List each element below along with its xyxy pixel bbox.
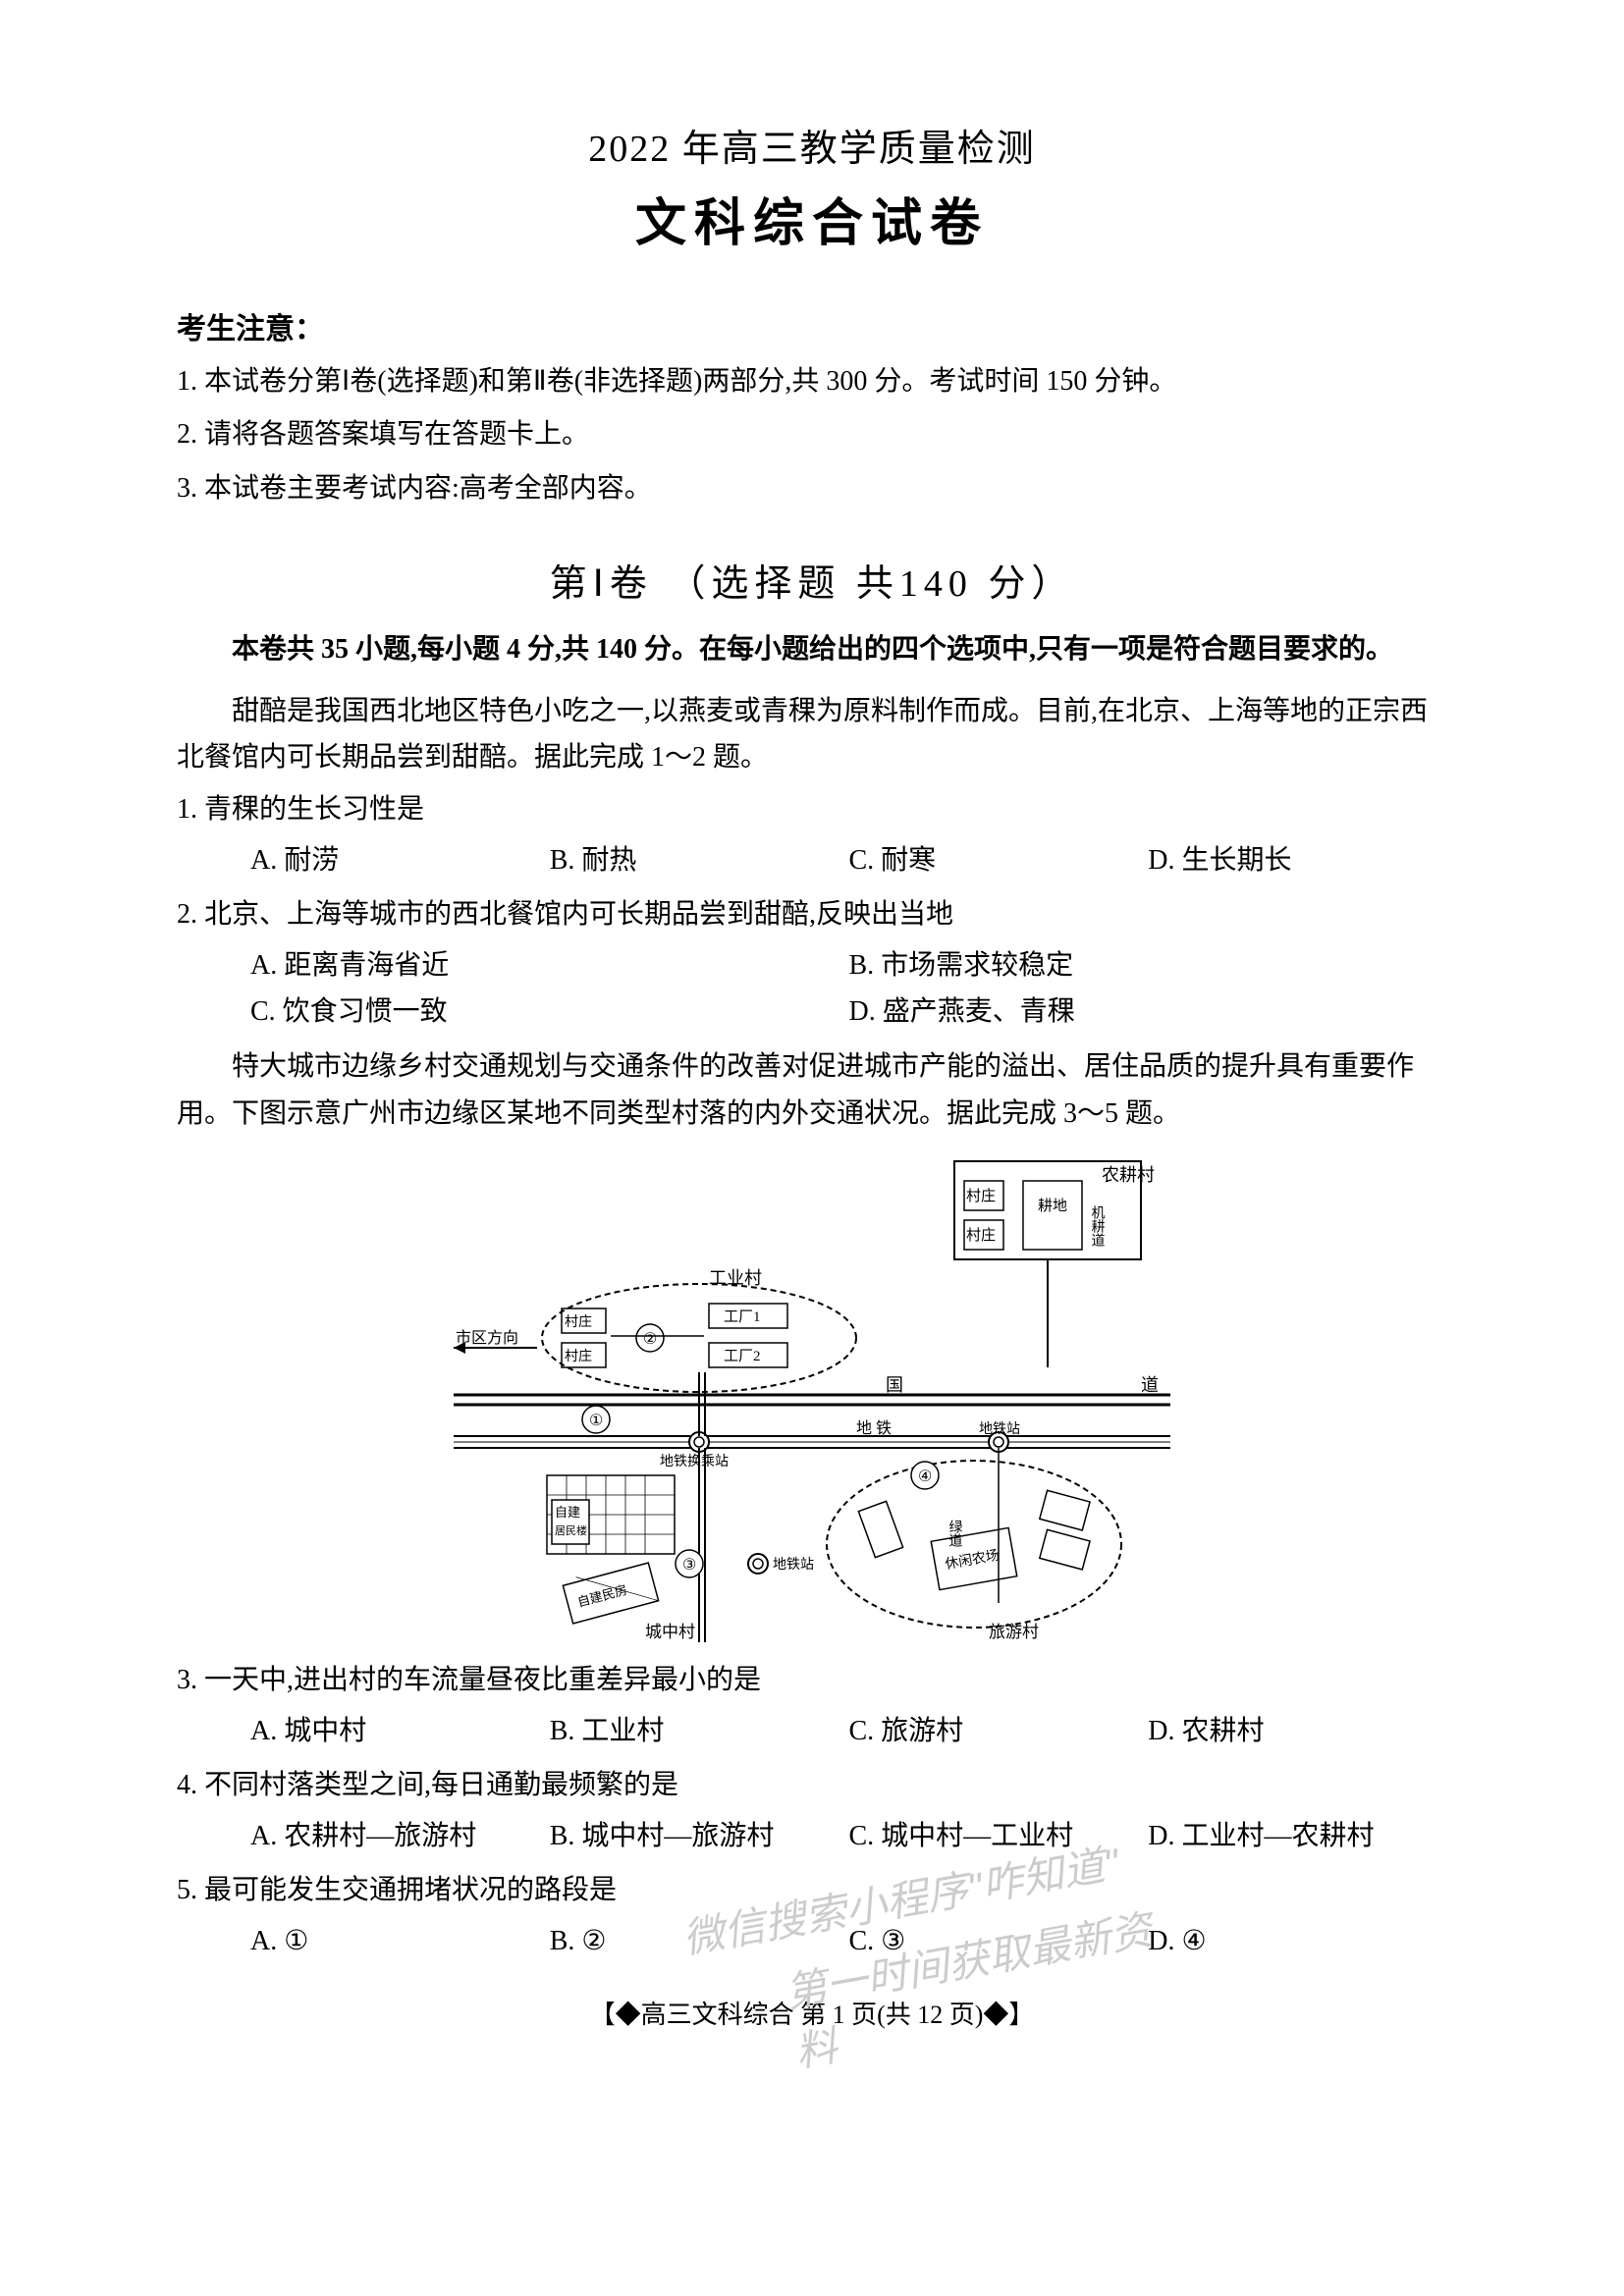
svg-text:工厂2: 工厂2: [724, 1349, 761, 1364]
question-5: 5. 最可能发生交通拥堵状况的路段是: [177, 1867, 1447, 1914]
svg-text:村庄: 村庄: [565, 1348, 592, 1364]
option-a: A. ①: [250, 1918, 550, 1965]
option-c: C. 城中村—工业村: [849, 1813, 1149, 1860]
question-3: 3. 一天中,进出村的车流量昼夜比重差异最小的是: [177, 1657, 1447, 1704]
option-b: B. 耐热: [550, 837, 849, 884]
option-a: A. 城中村: [250, 1708, 550, 1755]
svg-text:地铁换乘站: 地铁换乘站: [660, 1453, 729, 1469]
svg-text:道: 道: [1141, 1375, 1159, 1395]
option-b: B. 城中村—旅游村: [550, 1813, 849, 1860]
svg-text:耕地: 耕地: [1038, 1197, 1067, 1214]
svg-text:村庄: 村庄: [966, 1226, 996, 1244]
option-b: B. 市场需求较稳定: [849, 942, 1448, 989]
svg-text:①: ①: [589, 1413, 603, 1429]
svg-text:国: 国: [886, 1375, 903, 1395]
question-4-options: A. 农耕村—旅游村 B. 城中村—旅游村 C. 城中村—工业村 D. 工业村—…: [177, 1813, 1447, 1860]
notice-item: 3. 本试卷主要考试内容:高考全部内容。: [177, 464, 1447, 513]
svg-text:机耕道: 机耕道: [1090, 1205, 1106, 1248]
option-b: B. 工业村: [550, 1708, 849, 1755]
notice-item: 2. 请将各题答案填写在答题卡上。: [177, 410, 1447, 459]
svg-text:自建民房: 自建民房: [575, 1582, 628, 1610]
notice-heading: 考生注意：: [177, 304, 1447, 347]
svg-text:地铁站: 地铁站: [979, 1421, 1020, 1437]
question-1: 1. 青稞的生长习性是: [177, 786, 1447, 833]
option-d: D. 盛产燕麦、青稞: [849, 988, 1448, 1036]
option-d: D. 工业村—农耕村: [1148, 1813, 1447, 1860]
svg-text:地铁站: 地铁站: [773, 1557, 814, 1573]
page-title: 文科综合试卷: [177, 182, 1447, 255]
section-title: 第Ⅰ卷 （选择题 共140 分）: [177, 553, 1447, 607]
question-3-options: A. 城中村 B. 工业村 C. 旅游村 D. 农耕村: [177, 1708, 1447, 1755]
question-1-options: A. 耐涝 B. 耐热 C. 耐寒 D. 生长期长: [177, 837, 1447, 884]
svg-text:③: ③: [682, 1557, 696, 1574]
passage-2: 特大城市边缘乡村交通规划与交通条件的改善对促进城市产能的溢出、居住品质的提升具有…: [177, 1043, 1447, 1137]
diagram-svg: 农耕村 村庄 村庄 耕地 机耕道 工业村 村庄 村庄 工厂1 工厂2 ② 市区方…: [454, 1151, 1170, 1642]
svg-text:④: ④: [918, 1468, 932, 1485]
svg-text:村庄: 村庄: [966, 1187, 996, 1204]
svg-text:居民楼: 居民楼: [555, 1523, 587, 1537]
option-a: A. 耐涝: [250, 837, 550, 884]
option-c: C. 耐寒: [849, 837, 1149, 884]
question-2: 2. 北京、上海等城市的西北餐馆内可长期品尝到甜醅,反映出当地: [177, 891, 1447, 938]
page-footer: 【◆高三文科综合 第 1 页(共 12 页)◆】: [177, 1995, 1447, 2031]
svg-text:②: ②: [643, 1331, 657, 1348]
section-intro: 本卷共 35 小题,每小题 4 分,共 140 分。在每小题给出的四个选项中,只…: [177, 626, 1447, 673]
svg-text:地 铁: 地 铁: [856, 1419, 892, 1437]
traffic-diagram: 微信搜索小程序"咋知道" 第一时间获取最新资料 农耕村 村庄 村庄 耕地 机耕道…: [454, 1151, 1170, 1642]
option-d: D. ④: [1148, 1918, 1447, 1965]
page-subtitle: 2022 年高三教学质量检测: [177, 118, 1447, 172]
option-a: A. 农耕村—旅游村: [250, 1813, 550, 1860]
svg-text:旅游村: 旅游村: [989, 1623, 1039, 1641]
passage-1: 甜醅是我国西北地区特色小吃之一,以燕麦或青稞为原料制作而成。目前,在北京、上海等…: [177, 688, 1447, 781]
svg-text:城中村: 城中村: [645, 1623, 695, 1641]
notice-item: 1. 本试卷分第Ⅰ卷(选择题)和第Ⅱ卷(非选择题)两部分,共 300 分。考试时…: [177, 357, 1447, 406]
svg-text:绿道: 绿道: [947, 1520, 963, 1548]
option-a: A. 距离青海省近: [250, 942, 849, 989]
question-5-options: A. ① B. ② C. ③ D. ④: [177, 1918, 1447, 1965]
option-b: B. ②: [550, 1918, 849, 1965]
option-c: C. ③: [849, 1918, 1149, 1965]
label-nonggeng: 农耕村: [1102, 1165, 1155, 1185]
svg-text:休闲农场: 休闲农场: [944, 1548, 1001, 1573]
option-d: D. 生长期长: [1148, 837, 1447, 884]
svg-text:自建: 自建: [555, 1505, 580, 1520]
option-d: D. 农耕村: [1148, 1708, 1447, 1755]
question-4: 4. 不同村落类型之间,每日通勤最频繁的是: [177, 1762, 1447, 1809]
option-c: C. 旅游村: [849, 1708, 1149, 1755]
svg-text:村庄: 村庄: [565, 1313, 592, 1330]
svg-text:工厂1: 工厂1: [724, 1309, 761, 1325]
svg-text:市区方向: 市区方向: [456, 1329, 518, 1347]
option-c: C. 饮食习惯一致: [250, 988, 849, 1036]
question-2-options: A. 距离青海省近 B. 市场需求较稳定 C. 饮食习惯一致 D. 盛产燕麦、青…: [177, 942, 1447, 1036]
